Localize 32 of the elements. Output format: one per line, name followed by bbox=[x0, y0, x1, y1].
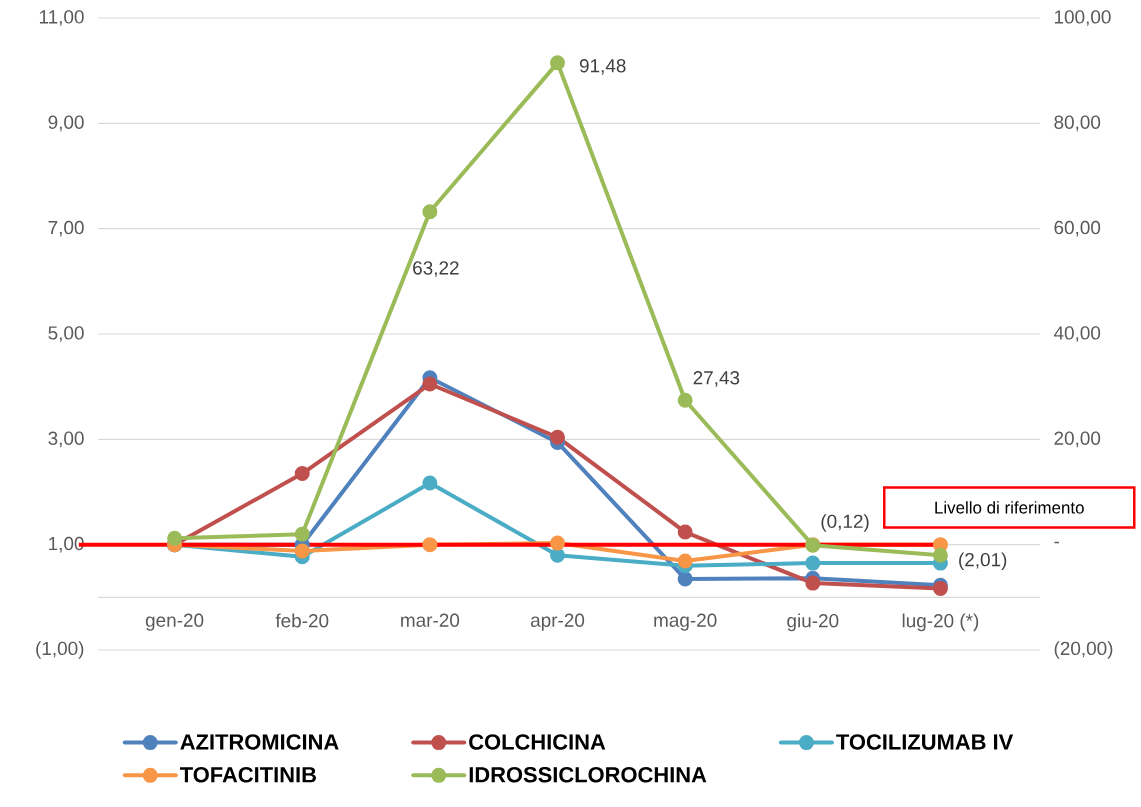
y-tick-label: 11,00 bbox=[39, 10, 84, 26]
ref-line-label: Livello di riferimento bbox=[935, 501, 1084, 514]
y-tick-label: (1,00) bbox=[36, 641, 84, 659]
x-tick-label: giu-20 bbox=[787, 613, 839, 632]
data-label: 27,43 bbox=[693, 371, 740, 387]
y2-tick-label: 60,00 bbox=[1054, 220, 1101, 237]
legend-label: AZITROMICINA bbox=[180, 734, 339, 750]
y2-tick-label: (20,00) bbox=[1054, 641, 1113, 659]
data-label: (0,12) bbox=[821, 514, 869, 532]
x-tick-label: mag-20 bbox=[654, 613, 717, 631]
y-tick-label: 3,00 bbox=[48, 431, 84, 448]
data-label: 91,48 bbox=[579, 59, 626, 75]
y-tick-label: 9,00 bbox=[48, 115, 84, 132]
x-tick-label: mar-20 bbox=[401, 613, 460, 627]
y2-tick-label: 80,00 bbox=[1054, 115, 1101, 132]
data-label: 63,22 bbox=[413, 261, 459, 277]
y2-tick-label: 40,00 bbox=[1053, 326, 1101, 342]
legend-label: COLCHICINA bbox=[469, 734, 606, 750]
x-tick-label: apr-20 bbox=[530, 613, 585, 631]
x-tick-label: gen-20 bbox=[145, 613, 204, 631]
data-label: (2,01) bbox=[959, 552, 1007, 571]
legend-label: IDROSSICLOROCHINA bbox=[469, 766, 707, 783]
x-tick-label: lug-20 (*) bbox=[902, 613, 979, 632]
legend-label: TOCILIZUMAB IV bbox=[836, 734, 1014, 750]
y2-tick-label: 100,00 bbox=[1054, 10, 1111, 26]
x-tick-label: feb-20 bbox=[275, 613, 329, 628]
legend-label: TOFACITINIB bbox=[179, 766, 316, 783]
y-tick-label: 5,00 bbox=[48, 326, 84, 342]
y-tick-label: 7,00 bbox=[48, 220, 84, 237]
y2-tick-label: - bbox=[1054, 541, 1059, 544]
y-tick-label: 1,00 bbox=[49, 536, 84, 553]
y2-tick-label: 20,00 bbox=[1054, 431, 1101, 448]
